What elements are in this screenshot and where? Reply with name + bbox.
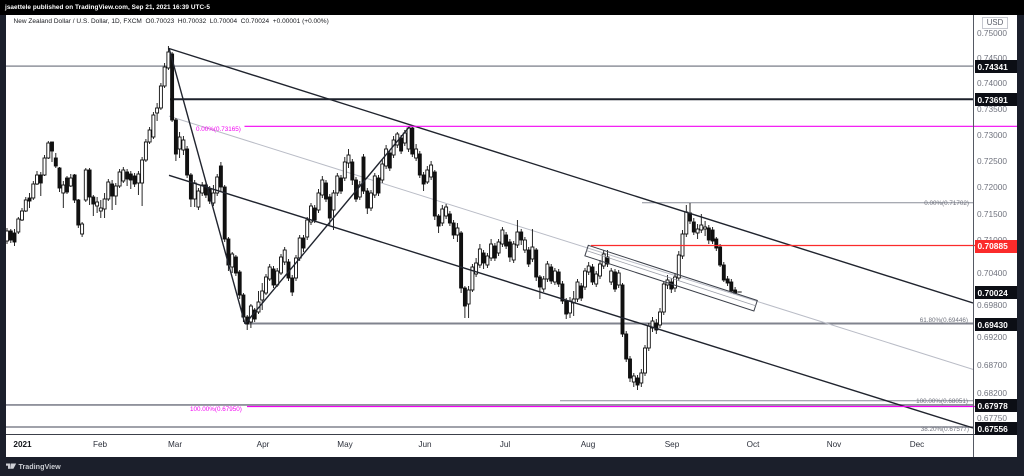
svg-text:TradingView: TradingView bbox=[19, 462, 62, 471]
